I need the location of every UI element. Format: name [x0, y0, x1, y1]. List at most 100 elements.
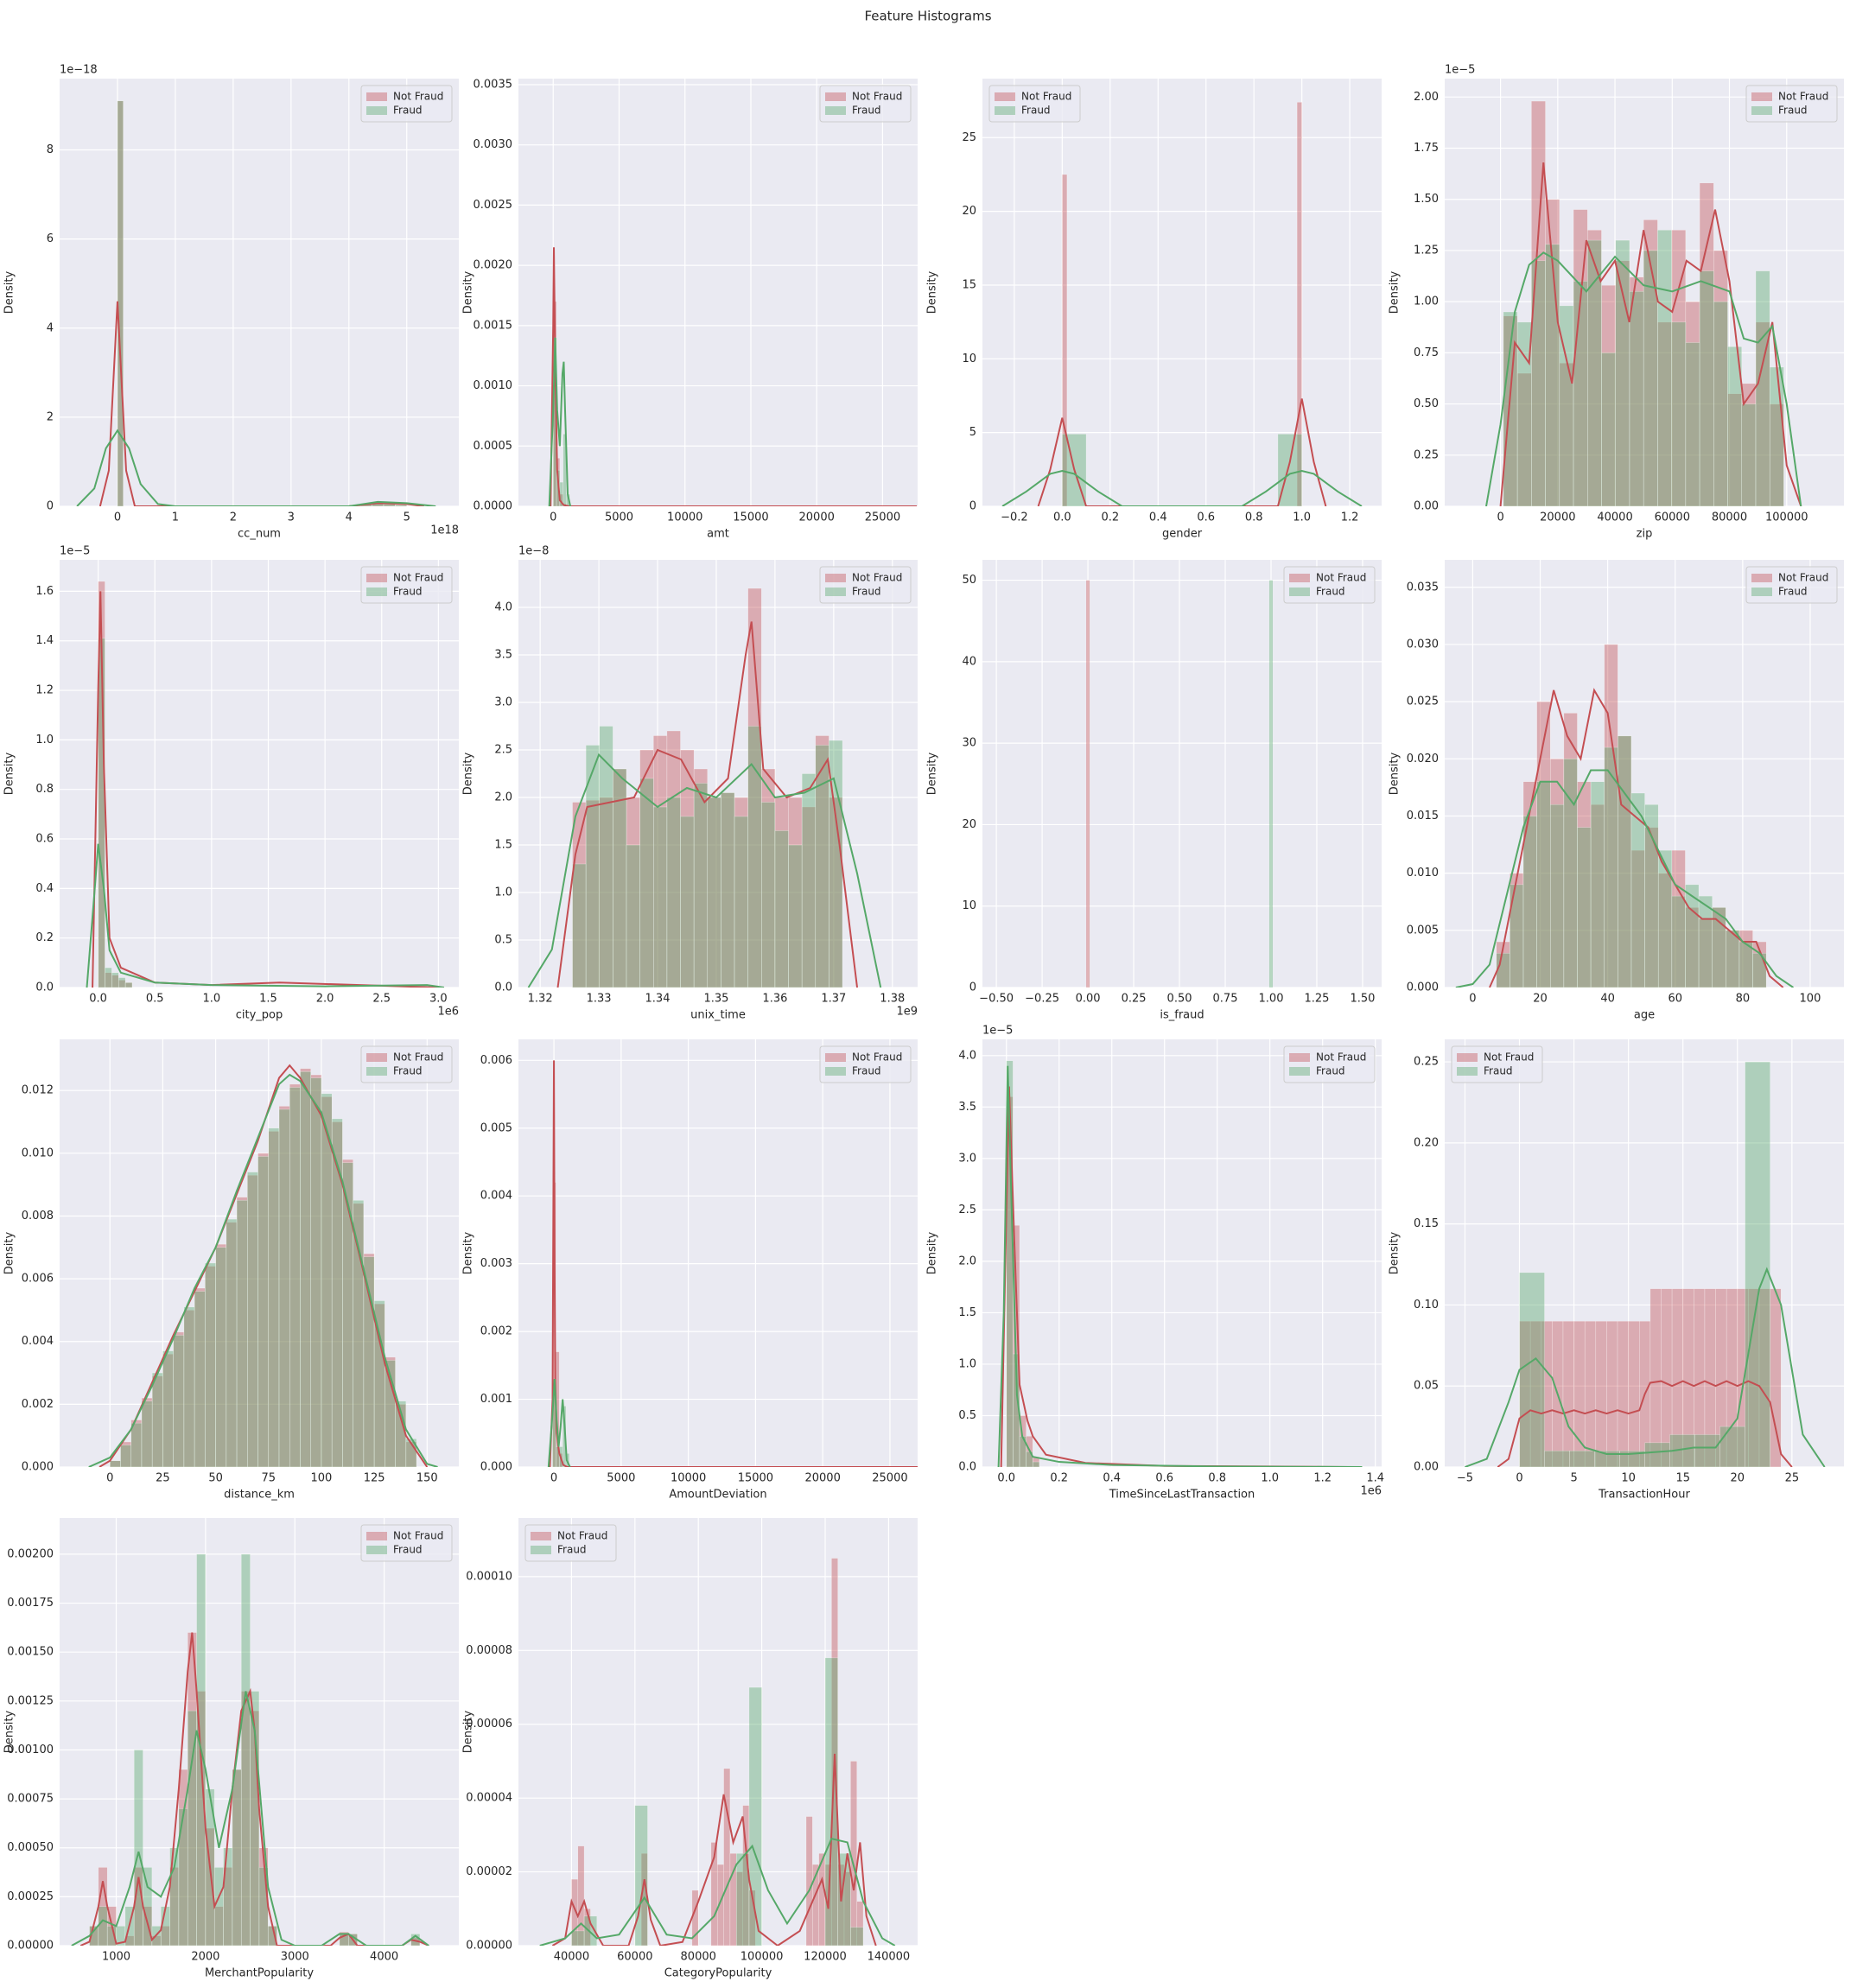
- x-tick-label: 0.5: [146, 993, 164, 1006]
- x-tick-label: 0: [1497, 511, 1503, 524]
- x-tick-label: 80000: [681, 1951, 716, 1964]
- legend-label: Not Fraud: [393, 572, 443, 584]
- x-tick-label: 1.4: [1366, 1472, 1384, 1485]
- kde-line: [79, 1632, 429, 1946]
- y-tick-label: 1.2: [35, 684, 54, 697]
- x-tick-label: 100000: [1765, 511, 1808, 524]
- y-tick-label: 0.8: [35, 783, 54, 796]
- legend-label: Fraud: [1316, 1065, 1345, 1077]
- histogram-bar: [1573, 281, 1588, 506]
- y-axis-label: Density: [3, 1231, 16, 1274]
- histogram-bar: [183, 1306, 195, 1467]
- x-tick-label: 120000: [804, 1951, 847, 1964]
- legend-label: Not Fraud: [1316, 572, 1366, 584]
- plot-background: [518, 1039, 918, 1467]
- x-tick-label: 2.0: [316, 993, 334, 1006]
- legend-swatch: [366, 588, 387, 596]
- y-tick-label: 0.0030: [474, 138, 513, 151]
- histogram-bar: [572, 863, 587, 988]
- histogram-bar: [1644, 1442, 1670, 1467]
- y-tick-label: 5: [969, 426, 976, 439]
- y-tick-label: 0.00002: [466, 1865, 512, 1878]
- y-axis-label: Density: [926, 1231, 939, 1274]
- histogram-bar: [1628, 1320, 1640, 1467]
- y-tick-label: 0.0020: [474, 259, 513, 272]
- legend-box: [988, 85, 1081, 123]
- histogram-bar: [98, 1906, 108, 1946]
- legend-swatch: [1457, 1053, 1478, 1062]
- y-tick-label: 0.004: [22, 1335, 54, 1348]
- legend: Not Fraud Fraud: [819, 566, 912, 604]
- legend-label: Not Fraud: [1778, 572, 1828, 584]
- histogram-bar: [223, 1847, 233, 1946]
- x-axis-label: city_pop: [236, 1009, 283, 1022]
- y-axis-label: Density: [462, 270, 475, 314]
- y-tick-label: 0.00175: [7, 1597, 54, 1610]
- x-offset-label: 1e6: [1360, 1485, 1382, 1498]
- x-tick-label: 40000: [554, 1951, 589, 1964]
- y-tick-label: 1.5: [958, 1306, 976, 1319]
- histogram-bar: [331, 1118, 343, 1467]
- plot-area: [548, 247, 918, 506]
- y-tick-label: 10: [962, 353, 976, 365]
- x-tick-label: 2: [230, 511, 237, 524]
- histogram-bar: [1755, 270, 1770, 506]
- histogram-bar: [118, 977, 126, 988]
- histogram-bar: [1032, 1461, 1040, 1467]
- legend-label: Not Fraud: [852, 572, 902, 584]
- x-tick-label: 0.00: [1076, 993, 1101, 1006]
- plot-area: [1485, 100, 1802, 506]
- y-tick-label: 20: [962, 818, 976, 831]
- legend-swatch: [366, 106, 387, 115]
- kde-line: [1455, 769, 1794, 988]
- y-tick-label: 0.00: [1414, 1461, 1439, 1474]
- kde-line: [71, 1691, 429, 1946]
- histogram-bar: [1726, 930, 1740, 988]
- histogram-bar: [187, 1710, 197, 1946]
- histogram-bar: [395, 505, 407, 506]
- x-tick-label: 4: [346, 511, 353, 524]
- histogram-bar: [268, 1127, 280, 1467]
- y-tick-label: 0.000: [22, 1461, 54, 1474]
- y-tick-label: 0.000: [480, 1461, 512, 1474]
- legend-label: Not Fraud: [1021, 91, 1071, 103]
- y-tick-label: 0.00125: [7, 1694, 54, 1707]
- subplot: 0.00000 0.00025 0.00050 0.00075 0.00100 0.001…: [3, 1518, 459, 1980]
- histogram-bar: [1606, 1320, 1618, 1467]
- histogram-bar: [1545, 244, 1560, 506]
- y-axis-label: Density: [3, 270, 16, 314]
- subplot: 0 10 20 30 40 50 −0.50 −0.25 0.00 0.25 0.50 0.75 1.0…: [926, 560, 1382, 1022]
- x-tick-label: 1.36: [762, 993, 787, 1006]
- y-tick-label: 0.0015: [474, 319, 513, 332]
- legend-label: Not Fraud: [852, 1051, 902, 1064]
- legend-label: Fraud: [393, 1065, 423, 1077]
- y-tick-label: 1.25: [1414, 244, 1439, 257]
- histogram-bar: [1522, 816, 1537, 988]
- legend-label: Fraud: [1778, 105, 1808, 117]
- histogram-bar: [310, 1077, 322, 1467]
- histogram-bar: [626, 844, 640, 988]
- y-tick-label: 2.5: [958, 1204, 976, 1216]
- legend-label: Not Fraud: [1316, 1051, 1366, 1064]
- x-tick-label: −0.2: [1001, 511, 1028, 524]
- histogram-bar: [1296, 102, 1302, 506]
- y-tick-label: 0.0000: [474, 500, 513, 513]
- x-tick-label: 2000: [191, 1951, 219, 1964]
- x-axis-label: zip: [1637, 528, 1653, 541]
- histogram-bar: [634, 1805, 648, 1946]
- histogram-bar: [1536, 781, 1551, 988]
- legend-swatch: [1289, 1067, 1310, 1076]
- y-tick-label: 15: [962, 278, 976, 291]
- legend-swatch: [366, 574, 387, 582]
- x-tick-label: 0.4: [1103, 1472, 1121, 1485]
- x-tick-label: 20000: [1540, 511, 1575, 524]
- subplot: 0.00 0.05 0.10 0.15 0.20 0.25 −5 0 5 10 15 20 25 Tran…: [1389, 1039, 1844, 1502]
- x-tick-label: 3000: [281, 1951, 309, 1964]
- legend-box: [1283, 1045, 1376, 1083]
- x-tick-label: 40000: [1597, 511, 1632, 524]
- legend-label: Fraud: [393, 105, 423, 117]
- histogram-bar: [1562, 1320, 1574, 1467]
- subplot: 0.00000 0.00002 0.00004 0.00006 0.00008 0.000…: [462, 1518, 918, 1980]
- plot-background: [60, 1039, 459, 1467]
